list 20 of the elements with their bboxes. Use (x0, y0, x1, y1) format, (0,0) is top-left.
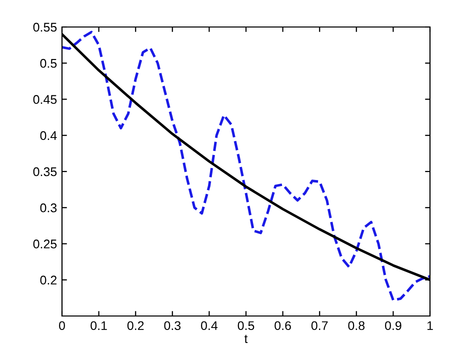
y-tick-label: 0.4 (40, 131, 57, 140)
x-tick-label: 0.7 (311, 321, 328, 330)
x-tick-label: 0 (59, 321, 65, 330)
x-tick-label: 0.3 (164, 321, 181, 330)
y-tick-label: 0.25 (33, 240, 57, 248)
x-tick-label: 0.6 (274, 321, 291, 330)
x-tick-label: 1 (427, 321, 433, 330)
x-axis-title: t (244, 334, 248, 344)
x-tick-label: 0.4 (201, 321, 218, 330)
x-tick-label: 0.1 (90, 321, 107, 330)
y-tick-label: 0.2 (40, 276, 57, 285)
y-tick-label: 0.55 (33, 22, 57, 32)
x-tick-label: 0.2 (127, 321, 144, 330)
y-tick-label: 0.3 (40, 203, 57, 212)
x-tick-label: 0.8 (348, 321, 365, 330)
y-tick-label: 0.5 (40, 58, 57, 68)
x-tick-label: 0.5 (238, 321, 254, 330)
x-tick-label: 0.9 (385, 321, 402, 330)
y-tick-label: 0.35 (33, 167, 57, 176)
y-tick-label: 0.45 (33, 95, 57, 104)
